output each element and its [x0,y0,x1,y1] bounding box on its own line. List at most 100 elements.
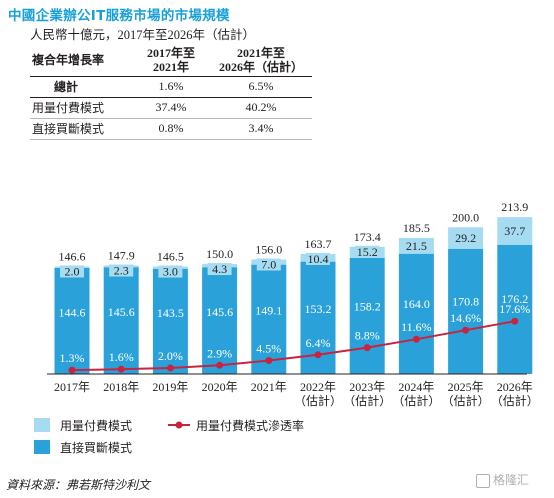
rate-label: 1.6% [109,350,134,364]
x-tick-label: 2022年 [300,380,336,394]
subscription-label-bg [109,264,134,277]
cagr-col-header-1: 2017年至 2021年 [132,44,210,77]
legend-marker-rate [175,421,183,429]
rate-point [68,366,76,374]
subscription-label: 7.0 [261,258,276,272]
source-note: 資料來源：弗若斯特沙利文 [6,478,151,492]
x-tick-label: 2020年 [202,380,238,394]
cagr-col-header-2-line1: 2021年至 [236,45,285,60]
cagr-col-header-1-line1: 2017年至 [146,45,195,60]
bar-buyout [349,257,385,374]
subscription-label-bg [256,258,281,271]
bar-buyout [152,268,188,374]
buyout-label: 149.1 [255,304,282,318]
rate-point [314,351,322,359]
buyout-label: 143.5 [157,306,184,320]
subscription-label-bg [306,252,330,265]
rate-point [462,326,470,334]
watermark-logo-icon [476,473,490,488]
rate-label: 6.4% [306,336,331,350]
bar-buyout [398,253,434,374]
subscription-label: 37.7 [504,224,525,238]
subscription-label-bg [158,265,183,278]
rate-label: 8.8% [355,329,380,343]
subscription-label: 10.4 [308,252,329,266]
subscription-label: 29.2 [455,231,476,245]
bar-subscription [398,237,434,254]
rate-point [216,361,224,369]
x-tick-label: 2026年 [497,380,533,394]
total-label: 150.0 [206,247,233,261]
legend-label-rate: 用量付費模式滲透率 [196,419,305,433]
total-label: 146.6 [59,249,86,263]
rate-label: 11.6% [401,320,432,334]
cagr-cell: 0.8% [132,118,210,140]
buyout-label: 145.6 [206,305,233,319]
subscription-label-bg [60,265,84,278]
x-tick-label: （估計） [442,393,490,408]
rate-label: 14.6% [450,311,481,325]
cagr-col-header-2: 2021年至 2026年（估計） [210,44,312,77]
cagr-row-subscription: 用量付費模式 37.4% 40.2% [30,97,312,119]
legend-label-subscription: 用量付費模式 [60,419,133,433]
cagr-row-label: 直接買斷模式 [30,118,132,140]
x-tick-label: 2017年 [54,380,90,394]
cagr-row-label: 用量付費模式 [30,97,132,119]
x-tick-label: （估計） [392,393,440,408]
rate-point [166,364,174,372]
buyout-label: 145.6 [108,305,135,319]
market-size-chart: 146.62.0 144.6 2017年 147.92.3 145.6 2018年 146.… [47,200,539,408]
x-tick-label: 2024年 [398,380,434,394]
bar-subscription [497,217,533,245]
total-label: 173.4 [354,230,381,244]
total-label: 213.9 [501,200,528,214]
page-title: 中國企業辦公IT服務市場的市場規模 [8,8,230,24]
subscription-label-bg [207,263,232,276]
x-tick-label: 2025年 [448,380,484,394]
bar-buyout [251,264,287,374]
rate-label: 2.0% [158,349,183,363]
rate-point [265,357,273,364]
cagr-cell: 37.4% [132,97,210,119]
total-label: 200.0 [452,210,479,224]
rate-line [71,320,515,372]
rate-label: 2.9% [207,346,232,360]
total-label: 147.9 [108,249,135,263]
cagr-col-header-2-line2: 2026年（估計） [218,59,303,74]
page-subtitle: 人民幣十億元，2017年至2026年（估計） [30,28,256,42]
subscription-label: 2.0 [65,264,80,278]
cagr-cell: 1.6% [132,76,210,98]
x-tick-label: 2021年 [251,380,287,394]
buyout-label: 158.2 [354,300,381,314]
rate-label: 17.6% [499,302,530,316]
rate-point [511,317,519,325]
cagr-header-row: 複合年增長率 2017年至 2021年 2021年至 2026年（估計） [30,44,312,77]
total-label: 146.5 [157,250,184,264]
subscription-label: 4.3 [212,262,227,276]
bar-subscription [448,227,484,249]
bar-buyout [202,267,238,374]
rate-point [412,335,420,343]
rate-label: 1.3% [60,351,85,365]
buyout-label: 176.2 [501,292,528,306]
x-tick-label: （估計） [343,393,391,408]
x-tick-label: （估計） [294,393,342,408]
subscription-label: 21.5 [406,239,427,253]
subscription-label: 3.0 [163,265,178,279]
cagr-cell: 40.2% [210,97,312,119]
total-label: 163.7 [305,237,332,251]
x-tick-label: 2019年 [152,380,188,394]
subscription-label: 2.3 [114,264,129,278]
chart-legend [34,418,190,454]
subscription-label-bg [355,245,380,258]
watermark: 格隆汇 [476,471,529,488]
cagr-cell: 3.4% [210,118,312,140]
x-tick-label: 2023年 [349,380,385,394]
legend-swatch-subscription [34,418,50,432]
buyout-label: 153.2 [305,302,332,316]
cagr-row-total: 總計 1.6% 6.5% [30,76,312,98]
cagr-row-buyout: 直接買斷模式 0.8% 3.4% [30,118,312,140]
rate-point [117,365,125,373]
watermark-text: 格隆汇 [493,473,530,487]
total-label: 156.0 [255,243,282,257]
